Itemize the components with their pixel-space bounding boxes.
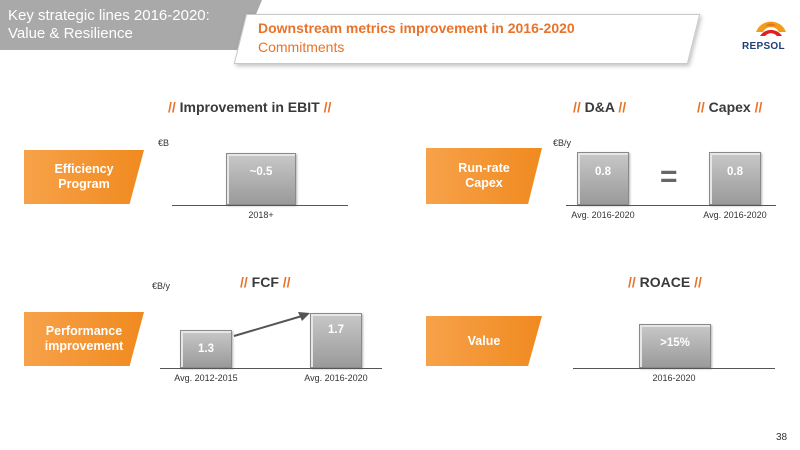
ebit-unit: €B — [158, 138, 170, 148]
fcf-bar-2012-2015: 1.3 — [180, 330, 232, 368]
ebit-baseline — [172, 205, 348, 206]
header-left-panel — [0, 0, 262, 50]
ebit-bar: ~0.5 — [226, 153, 296, 205]
capex-bar: 0.8 — [709, 152, 761, 205]
section-title-line1: Key strategic lines 2016-2020: — [8, 7, 210, 24]
roace-section-title: // ROACE // — [628, 274, 702, 290]
capex-unit: €B/y — [553, 138, 572, 148]
page-number: 38 — [776, 432, 788, 443]
page-subtitle: Commitments — [258, 39, 345, 55]
da-x-label: Avg. 2016-2020 — [571, 210, 635, 220]
equals-sign: = — [660, 160, 678, 193]
capex-x-label: Avg. 2016-2020 — [703, 210, 767, 220]
roace-bar: >15% — [639, 324, 711, 368]
section-title-line2: Value & Resilience — [8, 25, 133, 42]
roace-baseline — [573, 368, 775, 369]
ebit-section-title: // Improvement in EBIT // — [168, 99, 332, 115]
run-rate-capex-label: Run-rate Capex — [426, 148, 542, 204]
capex-baseline — [566, 205, 776, 206]
performance-improvement-label: Performance improvement — [24, 312, 144, 366]
section-title: Key strategic lines 2016-2020: Value & R… — [8, 7, 210, 43]
da-bar: 0.8 — [577, 152, 629, 205]
repsol-logo-icon — [756, 21, 786, 36]
da-section-title: // D&A // — [573, 99, 627, 115]
fcf-bar-2016-2020: 1.7 — [310, 313, 362, 368]
fcf-unit: €B/y — [152, 281, 171, 291]
growth-arrow-icon — [233, 312, 310, 337]
fcf-x-label-1: Avg. 2012-2015 — [174, 373, 238, 383]
capex-section-title: // Capex // — [697, 99, 763, 115]
roace-x-label: 2016-2020 — [652, 373, 696, 383]
fcf-x-label-2: Avg. 2016-2020 — [304, 373, 368, 383]
value-label: Value — [426, 316, 542, 366]
ebit-x-label: 2018+ — [248, 210, 274, 220]
efficiency-program-label: Efficiency Program — [24, 150, 144, 204]
fcf-section-title: // FCF // — [240, 274, 291, 290]
fcf-baseline — [160, 368, 382, 369]
page-title: Downstream metrics improvement in 2016-2… — [258, 20, 575, 36]
logo-text: REPSOL — [742, 41, 785, 52]
